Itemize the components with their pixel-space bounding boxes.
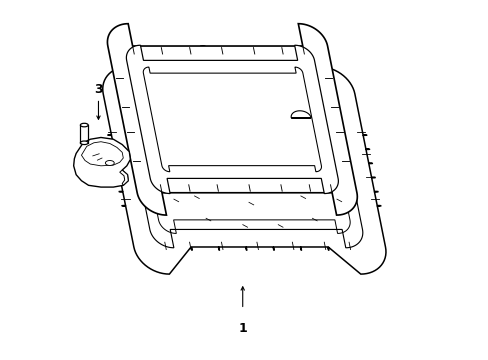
Polygon shape (125, 93, 362, 248)
Polygon shape (126, 45, 338, 194)
Text: 3: 3 (94, 83, 102, 96)
Polygon shape (290, 111, 310, 118)
Polygon shape (102, 67, 385, 274)
Text: 4: 4 (304, 59, 312, 72)
Text: 1: 1 (238, 323, 246, 336)
Ellipse shape (105, 161, 114, 166)
Polygon shape (107, 24, 357, 215)
Polygon shape (74, 138, 130, 187)
Polygon shape (120, 170, 128, 185)
Text: 2: 2 (199, 44, 208, 57)
Ellipse shape (80, 141, 88, 145)
Ellipse shape (80, 123, 88, 127)
